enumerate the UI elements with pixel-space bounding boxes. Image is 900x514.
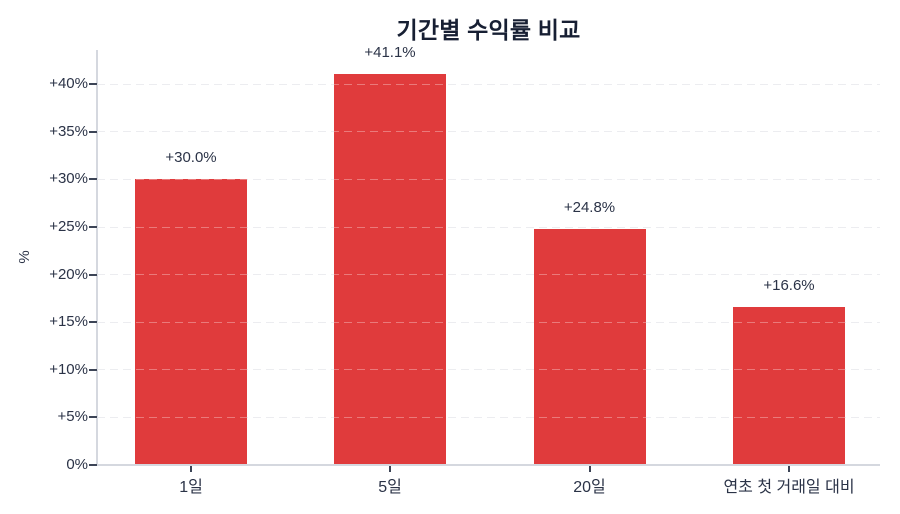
gridline (97, 226, 880, 228)
gridline-overlay (97, 321, 880, 323)
gridline (97, 274, 880, 276)
y-tick-label: 0% (66, 456, 88, 473)
x-tick-mark (190, 466, 192, 472)
y-tick-label: +5% (57, 408, 88, 426)
y-tick-mark (89, 464, 97, 466)
gridline-overlay (97, 131, 880, 133)
gridline (97, 83, 880, 85)
gridline (97, 416, 880, 418)
bar-value-label: +41.1% (364, 43, 416, 61)
y-tick-mark (89, 226, 97, 229)
y-tick-mark (89, 178, 97, 181)
gridline-overlay (97, 226, 880, 228)
y-axis-spine (96, 50, 98, 466)
bar-20일 (533, 228, 646, 465)
x-axis-line (96, 464, 880, 466)
x-category-label: 1일 (179, 479, 203, 496)
bar-연초 첫 거래일 대비 (733, 306, 845, 465)
y-tick-label: +30% (49, 170, 88, 188)
y-tick-mark (89, 130, 97, 133)
x-tick-mark (588, 466, 591, 472)
x-tick-mark (788, 466, 790, 472)
bar-value-label: +16.6% (763, 276, 815, 294)
bar-5일 (334, 73, 446, 465)
gridline-overlay (97, 274, 880, 276)
bar-value-label: +30.0% (165, 149, 217, 167)
bar-1일 (135, 179, 247, 465)
gridline (97, 178, 880, 180)
x-category-label: 5일 (378, 479, 402, 496)
x-category-label: 연초 첫 거래일 대비 (723, 479, 855, 496)
gridline-overlay (97, 369, 880, 371)
chart-title: 기간별 수익률 비교 (396, 17, 581, 43)
y-tick-mark (89, 321, 97, 324)
x-tick-mark (389, 466, 391, 472)
y-tick-label: +35% (49, 122, 88, 140)
gridline-overlay (97, 416, 880, 418)
y-tick-mark (89, 416, 97, 419)
gridline (97, 131, 880, 133)
y-tick-label: +10% (49, 360, 88, 378)
y-tick-label: +40% (49, 75, 88, 93)
bar-value-label: +24.8% (563, 198, 616, 216)
y-tick-label: +15% (49, 313, 88, 331)
y-tick-mark (89, 83, 97, 86)
y-tick-label: +20% (49, 265, 88, 283)
y-tick-label: +25% (49, 218, 88, 236)
gridline-overlay (97, 178, 880, 180)
y-tick-mark (89, 273, 97, 276)
y-tick-mark (89, 368, 97, 371)
gridline (97, 369, 880, 371)
gridline (97, 321, 880, 323)
x-category-label: 20일 (573, 479, 606, 496)
gridline-overlay (97, 83, 880, 85)
